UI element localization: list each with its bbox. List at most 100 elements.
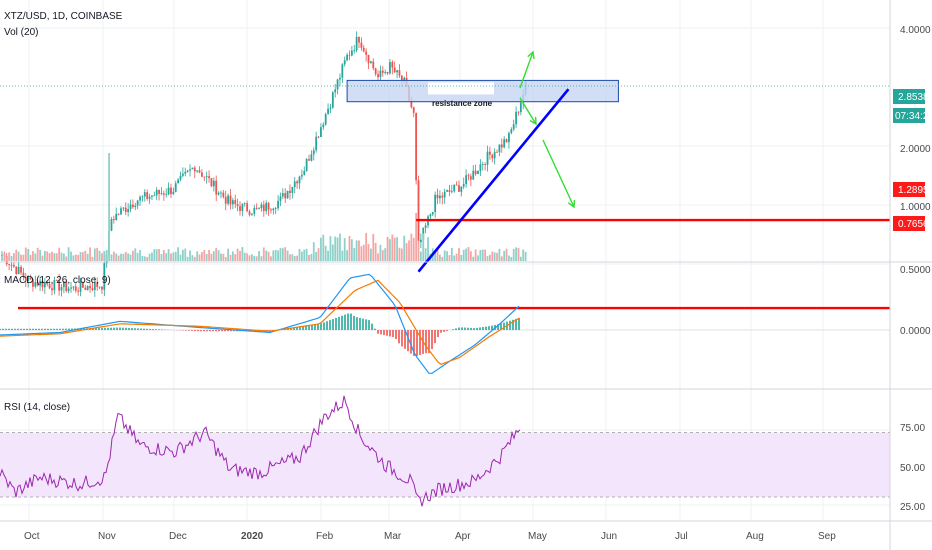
- volume-bar: [234, 254, 237, 261]
- candle-body: [148, 196, 151, 199]
- candle-body: [253, 208, 256, 214]
- candle-body: [329, 107, 332, 109]
- candle-body: [129, 204, 132, 210]
- candle-body: [153, 195, 156, 197]
- candle-body: [255, 208, 258, 209]
- volume-bar: [5, 256, 8, 261]
- macd-histogram-bar: [458, 327, 460, 330]
- volume-bar: [179, 254, 182, 261]
- macd-histogram-bar: [482, 327, 484, 330]
- candle-body: [58, 280, 61, 291]
- candle-body: [32, 279, 34, 287]
- candle-body: [389, 62, 391, 74]
- candle-body: [493, 151, 496, 159]
- volume-bar: [46, 251, 49, 261]
- macd-histogram-bar: [335, 317, 337, 330]
- candle-body: [305, 159, 308, 171]
- macd-histogram-bar: [122, 327, 124, 330]
- macd-line: [0, 273, 520, 374]
- candle-body: [362, 47, 365, 52]
- candle-body: [441, 195, 444, 198]
- volume-bar: [15, 249, 18, 261]
- volume-bar: [336, 237, 339, 261]
- candle-body: [439, 195, 441, 199]
- volume-bar: [481, 249, 484, 261]
- macd-histogram-bar: [488, 326, 490, 330]
- candle-body: [434, 194, 437, 213]
- macd-histogram-bar: [509, 320, 511, 330]
- breakout-arrow-shaft: [519, 51, 534, 89]
- candle-body: [505, 139, 508, 143]
- candle-body: [241, 203, 244, 211]
- macd-histogram-bar: [308, 325, 310, 330]
- macd-histogram-bar: [56, 328, 58, 330]
- candle-body: [29, 277, 32, 280]
- volume-bar: [474, 249, 477, 261]
- candle-body: [208, 176, 210, 179]
- candle-body: [320, 127, 322, 138]
- candle-body: [519, 102, 522, 113]
- volume-bar: [258, 251, 260, 261]
- volume-bar: [365, 232, 368, 261]
- volume-bar: [450, 247, 453, 261]
- candle-body: [17, 266, 20, 275]
- breakdown-arrow-shaft: [542, 139, 575, 208]
- volume-bar: [89, 247, 91, 261]
- volume-bar: [469, 251, 472, 261]
- macd-histogram-bar: [500, 323, 502, 330]
- macd-histogram-bar: [20, 328, 22, 330]
- macd-histogram-bar: [101, 327, 103, 330]
- volume-bar: [115, 253, 118, 261]
- candle-body: [151, 195, 153, 197]
- macd-histogram-bar: [209, 330, 211, 332]
- volume-bar: [205, 253, 208, 261]
- candle-body: [343, 60, 346, 65]
- volume-bar: [3, 252, 6, 261]
- volume-bar: [217, 250, 220, 261]
- candle-body: [103, 263, 106, 290]
- volume-bar: [10, 255, 13, 261]
- candle-body: [300, 174, 303, 177]
- time-tick-apr: Apr: [455, 531, 471, 542]
- candle-body: [350, 50, 353, 56]
- candle-body: [184, 171, 187, 174]
- volume-bar: [227, 248, 229, 261]
- volume-bar: [86, 253, 89, 261]
- macd-histogram-bar: [512, 319, 514, 330]
- macd-histogram-bar: [290, 328, 292, 330]
- candle-body: [265, 202, 268, 212]
- candle-body: [374, 68, 377, 75]
- volume-bar: [286, 250, 289, 261]
- candle-body: [248, 211, 251, 215]
- volume-bar: [43, 250, 46, 261]
- volume-bar: [93, 248, 96, 261]
- rsi-tick-50: 50.00: [900, 463, 925, 474]
- macd-histogram-bar: [68, 328, 70, 330]
- volume-bar: [331, 244, 334, 261]
- macd-histogram-bar: [38, 328, 40, 330]
- candle-body: [393, 67, 396, 73]
- candle-body: [277, 200, 279, 209]
- candle-body: [251, 213, 253, 215]
- candle-body: [308, 159, 310, 161]
- macd-histogram-bar: [314, 324, 316, 330]
- candle-body: [141, 196, 144, 198]
- candle-body: [381, 70, 384, 73]
- macd-histogram-bar: [518, 317, 520, 330]
- macd-histogram-bar: [341, 315, 343, 330]
- candle-body: [262, 204, 265, 212]
- volume-bar: [120, 253, 122, 261]
- candle-body: [469, 176, 472, 180]
- volume-bar: [24, 247, 27, 261]
- volume-bar: [251, 254, 253, 261]
- candle-body: [72, 286, 75, 288]
- volume-bar: [201, 252, 203, 261]
- macd-histogram-bar: [431, 330, 433, 350]
- volume-bar: [360, 246, 363, 261]
- candle-body: [86, 285, 89, 291]
- volume-bar: [186, 256, 189, 261]
- candle-body: [43, 282, 46, 288]
- volume-bar: [210, 253, 213, 261]
- volume-bar: [327, 250, 329, 261]
